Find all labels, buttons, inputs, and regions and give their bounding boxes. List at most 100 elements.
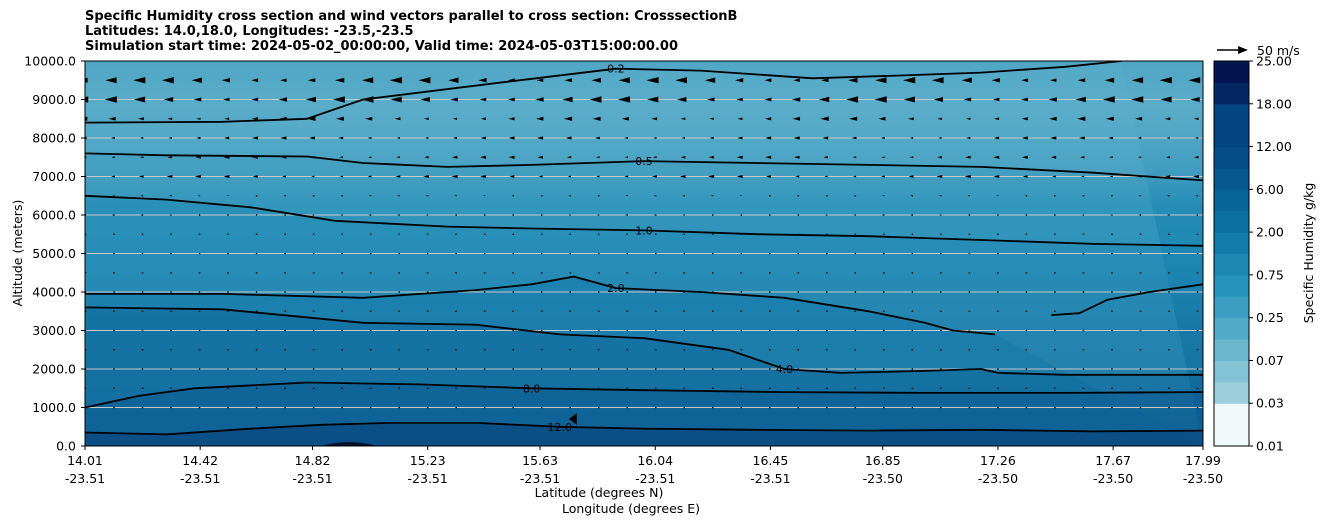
wind-vector-dot xyxy=(141,406,144,409)
humidity-band xyxy=(85,153,1203,446)
wind-vector-dot xyxy=(227,271,229,274)
colorbar-frame xyxy=(1213,60,1250,447)
wind-vector xyxy=(507,97,515,102)
wind-vector-dot xyxy=(341,348,343,351)
x-tick-label-lat: 14.82 xyxy=(295,453,331,468)
wind-vector-dot xyxy=(654,271,657,274)
wind-vector-dot xyxy=(968,214,971,216)
wind-vector-dot xyxy=(597,406,600,409)
colorbar-segment xyxy=(1214,210,1249,233)
wind-vector-dot xyxy=(284,310,286,313)
wind-vector-dot xyxy=(1082,194,1085,197)
wind-vector-dot xyxy=(1168,329,1170,332)
colorbar-tick-label: 12.00 xyxy=(1256,139,1292,154)
colorbar-tick-label: 6.00 xyxy=(1256,182,1284,197)
wind-vector-dot xyxy=(797,194,800,197)
wind-vector xyxy=(452,117,458,120)
wind-vector-dot xyxy=(1168,233,1170,236)
wind-vector-dot xyxy=(968,387,971,390)
wind-vector xyxy=(764,97,772,102)
wind-vector-dot xyxy=(797,214,800,216)
wind-vector-dot xyxy=(1025,348,1028,351)
wind-vector-dot xyxy=(826,271,828,274)
wind-vector-dot xyxy=(968,329,971,332)
wind-vector-dot xyxy=(426,233,429,236)
wind-vector-dot xyxy=(284,214,286,216)
wind-vector-dot xyxy=(854,348,857,351)
contour-line-2-0 xyxy=(1051,283,1203,316)
wind-vector xyxy=(880,136,885,140)
wind-vector xyxy=(1195,214,1199,216)
wind-vector xyxy=(508,155,515,159)
contour-line-2-0 xyxy=(85,275,996,336)
wind-vector xyxy=(1050,155,1057,159)
wind-vector-dot xyxy=(683,329,686,332)
wind-vector-dot xyxy=(854,194,857,197)
wind-vector-dot xyxy=(341,329,343,332)
wind-vector xyxy=(938,137,942,139)
wind-vector-dot xyxy=(369,368,372,370)
wind-vector xyxy=(617,96,631,103)
wind-vector xyxy=(1021,136,1028,140)
wind-vector-dot xyxy=(797,310,800,313)
x-axis-label-longitude: Longitude (degrees E) xyxy=(562,501,700,516)
wind-vector xyxy=(85,96,89,103)
x-tick-label-lon: -23.51 xyxy=(520,471,560,486)
wind-vector-dot xyxy=(312,387,315,390)
wind-vector-dot xyxy=(1025,406,1028,409)
wind-vector-dot xyxy=(740,387,743,390)
quiver-key-label: 50 m/s xyxy=(1257,43,1300,58)
wind-vector xyxy=(252,136,258,140)
contour-label: 0.5 xyxy=(635,155,653,168)
wind-vector xyxy=(361,77,374,84)
wind-vector-dot xyxy=(170,271,172,274)
wind-vector-dot xyxy=(398,233,400,236)
wind-vector xyxy=(964,174,971,179)
wind-vector-dot xyxy=(398,310,400,313)
title-line-1: Specific Humidity cross section and wind… xyxy=(85,9,738,24)
wind-vector xyxy=(367,175,372,178)
wind-vector-dot xyxy=(1111,252,1113,255)
contour-label: 2.0 xyxy=(607,282,625,295)
wind-vector-dot xyxy=(769,194,771,197)
colorbar-segment xyxy=(1214,403,1249,426)
wind-vector xyxy=(197,195,201,197)
x-tick-label-lat: 15.63 xyxy=(522,453,558,468)
wind-vector-dot xyxy=(968,271,971,274)
wind-vector-dot xyxy=(1168,271,1170,274)
wind-vector xyxy=(596,214,600,216)
wind-vector-dot xyxy=(512,310,514,313)
wind-vector-dot xyxy=(198,291,201,293)
wind-vector-dot xyxy=(654,368,657,370)
wind-vector-dot xyxy=(227,214,229,216)
x-tick-label-lon: -23.51 xyxy=(180,471,220,486)
wind-vector xyxy=(852,175,857,178)
wind-vector-dot xyxy=(141,348,144,351)
wind-vector-dot xyxy=(711,368,714,370)
wind-vector xyxy=(994,136,1000,140)
wind-vector-dot xyxy=(740,348,743,351)
wind-vector-dot xyxy=(398,406,400,409)
wind-vector xyxy=(395,175,401,178)
wind-vector-dot xyxy=(968,233,971,236)
wind-vector-dot xyxy=(255,194,258,197)
wind-vector xyxy=(480,155,487,159)
wind-vector-dot xyxy=(968,310,971,313)
wind-vector-dot xyxy=(769,291,771,293)
wind-vector xyxy=(875,77,887,84)
wind-vector xyxy=(736,174,743,179)
wind-vector xyxy=(963,97,972,102)
wind-vector-dot xyxy=(483,348,486,351)
wind-vector xyxy=(908,175,914,178)
wind-vector xyxy=(1193,117,1199,120)
wind-vector xyxy=(653,137,657,139)
wind-vector-dot xyxy=(940,406,942,409)
wind-vector-dot xyxy=(626,368,629,370)
wind-vector-dot xyxy=(997,387,999,390)
wind-vector-dot xyxy=(1025,387,1028,390)
wind-vector-dot xyxy=(597,329,600,332)
colorbar-tick-label: 0.01 xyxy=(1256,439,1284,454)
wind-vector-dot xyxy=(255,233,258,236)
wind-vector-dot xyxy=(1139,233,1142,236)
wind-vector xyxy=(846,96,859,103)
